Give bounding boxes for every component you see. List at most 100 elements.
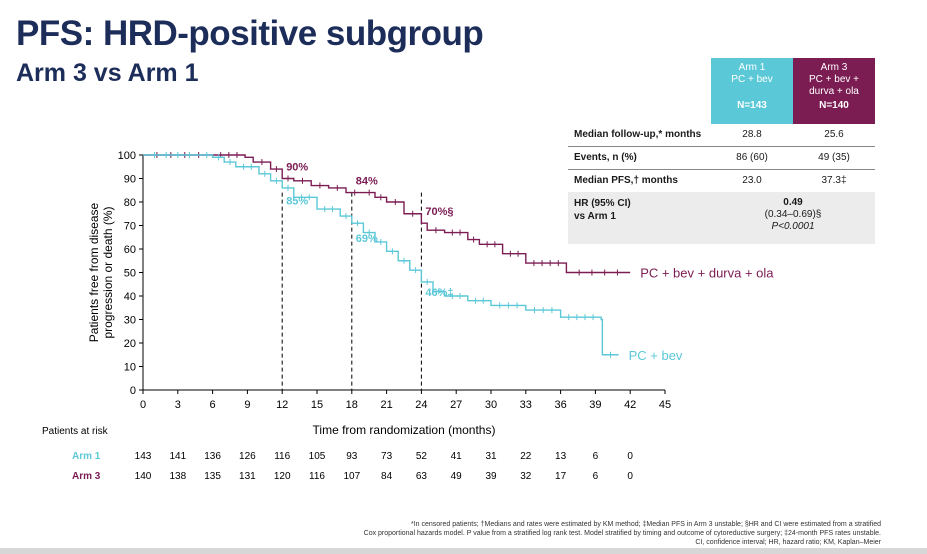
risk-value: 31 — [485, 451, 497, 462]
row-label: Median PFS,† months — [574, 175, 678, 186]
rate-label: 69% — [356, 233, 378, 245]
rate-label: 46%‡ — [425, 287, 453, 299]
chart-labels: 90% 84% 70%§ PC + bev + durva + ola 85% 69% 46… — [286, 162, 774, 363]
risk-value: 93 — [346, 451, 358, 462]
risk-value: 140 — [135, 471, 152, 482]
footnote: *In censored patients; †Medians and rate… — [281, 520, 881, 547]
rate-label: 90% — [286, 162, 308, 174]
x-tick-label: 39 — [589, 399, 601, 411]
x-axis-label: Time from randomization (months) — [313, 423, 496, 437]
risk-value: 138 — [169, 471, 186, 482]
hr-values: 0.49 (0.34–0.69)§ P<0.0001 — [711, 197, 875, 233]
hazard-ratio-box: HR (95% CI) vs Arm 1 0.49 (0.34–0.69)§ P… — [568, 192, 875, 244]
risk-value: 17 — [555, 471, 567, 482]
risk-value: 6 — [593, 471, 599, 482]
risk-value: 6 — [593, 451, 599, 462]
risk-row-arm3-label: Arm 3 — [72, 471, 101, 482]
row-arm1-value: 28.8 — [742, 129, 762, 140]
risk-value: 63 — [416, 471, 428, 482]
risk-value: 141 — [169, 451, 186, 462]
y-axis-label-group: Patients free from disease progression or… — [87, 202, 115, 342]
hr-label-line2: vs Arm 1 — [574, 211, 616, 222]
risk-value: 0 — [627, 471, 633, 482]
risk-value: 39 — [485, 471, 497, 482]
arm1-regimen: PC + bev — [731, 74, 773, 85]
arm1-curve — [143, 154, 619, 356]
risk-value: 107 — [343, 471, 360, 482]
y-tick-label: 50 — [124, 268, 136, 280]
arm1-n: N=143 — [737, 100, 767, 111]
y-tick-label: 60 — [124, 244, 136, 256]
y-tick-label: 90 — [124, 174, 136, 186]
risk-row-arm1-label: Arm 1 — [72, 451, 101, 462]
x-tick-label: 36 — [554, 399, 566, 411]
footnote-line1: *In censored patients; †Medians and rate… — [410, 521, 881, 528]
arm3-name: Arm 3 — [820, 62, 848, 73]
table-header-arm1: Arm 1 PC + bev N=143 — [711, 58, 793, 124]
hr-label-line1: HR (95% CI) — [574, 198, 631, 209]
survival-curves — [143, 152, 631, 358]
risk-value: 116 — [274, 451, 290, 462]
risk-value: 126 — [239, 451, 256, 462]
risk-value: 73 — [381, 451, 393, 462]
risk-value: 143 — [135, 451, 152, 462]
x-tick-label: 12 — [276, 399, 288, 411]
legend-label: PC + bev + durva + ola — [640, 266, 774, 281]
x-tick-label: 45 — [659, 399, 671, 411]
rate-label: 84% — [356, 176, 378, 188]
x-tick-label: 15 — [311, 399, 323, 411]
risk-value: 32 — [520, 471, 532, 482]
risk-value: 49 — [451, 471, 463, 482]
risk-value: 22 — [520, 451, 532, 462]
y-axis-label: progression or death (%) — [101, 206, 115, 338]
arm3-curve — [143, 154, 631, 274]
x-tick-label: 3 — [175, 399, 181, 411]
footnote-line3: CI, confidence interval; HR, hazard rati… — [695, 539, 881, 546]
row-label: Median follow-up,* months — [574, 129, 702, 140]
x-tick-label: 6 — [210, 399, 216, 411]
table-divider — [568, 146, 875, 147]
x-tick-label: 18 — [346, 399, 358, 411]
row-arm3-value: 37.3‡ — [821, 175, 847, 186]
y-tick-label: 10 — [124, 362, 136, 374]
reference-lines — [281, 192, 422, 390]
y-axis-label: Patients free from disease — [87, 202, 101, 342]
y-tick-label: 100 — [118, 150, 136, 162]
arm3-n: N=140 — [819, 100, 849, 111]
footnote-line2: Cox proportional hazards model. P value … — [363, 530, 881, 537]
x-tick-label: 42 — [624, 399, 636, 411]
hr-value: 0.49 — [783, 197, 803, 208]
row-arm1-value: 23.0 — [742, 175, 762, 186]
hr-ci: (0.34–0.69)§ — [764, 209, 822, 220]
bottom-bar — [0, 548, 927, 554]
risk-value: 136 — [204, 451, 221, 462]
risk-value: 116 — [309, 471, 325, 482]
table-header-arm3: Arm 3 PC + bev + durva + ola N=140 — [793, 58, 875, 124]
page-subtitle: Arm 3 vs Arm 1 — [16, 59, 199, 87]
y-tick-label: 0 — [130, 385, 136, 397]
x-tick-label: 33 — [520, 399, 532, 411]
x-tick-label: 24 — [415, 399, 427, 411]
page-title: PFS: HRD-positive subgroup — [16, 14, 484, 53]
hr-p-value: P<0.0001 — [771, 221, 815, 232]
x-tick-label: 0 — [140, 399, 146, 411]
risk-value: 120 — [274, 471, 291, 482]
risk-value: 105 — [309, 451, 326, 462]
risk-value: 13 — [555, 451, 567, 462]
risk-table-title: Patients at risk — [42, 426, 109, 437]
risk-value: 135 — [204, 471, 221, 482]
y-tick-label: 40 — [124, 291, 136, 303]
row-label: Events, n (%) — [574, 152, 637, 163]
risk-value: 0 — [627, 451, 633, 462]
y-tick-label: 20 — [124, 338, 136, 350]
y-tick-label: 30 — [124, 315, 136, 327]
x-tick-label: 27 — [450, 399, 462, 411]
risk-value: 84 — [381, 471, 393, 482]
risk-value: 131 — [239, 471, 256, 482]
table-divider — [568, 169, 875, 170]
x-tick-label: 9 — [244, 399, 250, 411]
arm3-regimen: PC + bev + durva + ola — [808, 74, 860, 97]
